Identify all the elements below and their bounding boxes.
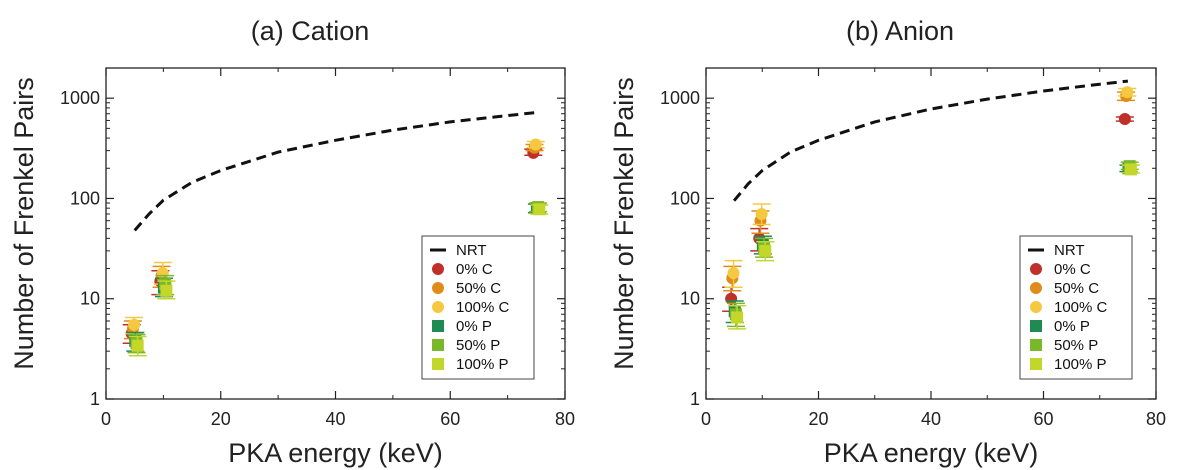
data-point-square (131, 339, 144, 352)
legend-swatch-circle (432, 263, 444, 275)
data-point-square (759, 244, 772, 257)
panel-cation: (a) Cation 0 20 40 60 80 1 10 100 1000 PKA energy … (9, 16, 575, 468)
data-point-square (533, 203, 546, 216)
legend-swatch-square (432, 358, 444, 370)
legend: NRT 0% C 50% C 100% C 0% P 50% P 100% P (1019, 235, 1133, 380)
legend-label: 100% P (1054, 356, 1107, 373)
legend-swatch-square (432, 339, 444, 351)
data-point-circle (1118, 113, 1131, 126)
legend-label: 0% P (456, 318, 492, 335)
legend-swatch-circle (1030, 301, 1042, 313)
x-tick-label: 60 (1033, 409, 1053, 429)
chart-title: (a) Cation (251, 16, 370, 46)
legend-label: 0% P (1054, 318, 1090, 335)
legend-label: 100% C (1054, 299, 1108, 316)
x-axis-label: PKA energy (keV) (228, 438, 443, 468)
data-point-square (1124, 163, 1137, 176)
legend-label: 50% P (456, 337, 500, 354)
data-point-circle (529, 138, 542, 151)
data-point-square (160, 284, 173, 297)
legend-swatch-circle (432, 282, 444, 294)
series-line-nrt (732, 79, 1129, 202)
data-point-square (731, 311, 744, 324)
legend-label: 0% C (1054, 261, 1091, 278)
data-point-circle (727, 267, 740, 280)
legend-swatch-circle (432, 301, 444, 313)
y-axis-label: Number of Frenkel Pairs (609, 77, 639, 370)
data-point-circle (1121, 86, 1134, 99)
panel-anion: (b) Anion 0 20 40 60 80 1 10 100 1000 PKA energy (… (609, 16, 1166, 468)
data-point-circle (755, 207, 768, 220)
legend-label: 50% C (1054, 280, 1099, 297)
legend-swatch-square (1030, 339, 1042, 351)
legend-label: NRT (1054, 242, 1085, 259)
x-tick-label: 40 (921, 409, 941, 429)
y-tick-label: 10 (680, 289, 700, 309)
x-tick-label: 80 (1146, 409, 1166, 429)
x-tick-label: 0 (701, 409, 711, 429)
legend-label: 100% P (456, 356, 509, 373)
chart-title: (b) Anion (846, 16, 954, 46)
x-axis-label: PKA energy (keV) (824, 438, 1039, 468)
x-tick-label: 20 (808, 409, 828, 429)
x-tick-label: 20 (211, 409, 231, 429)
legend-swatch-square (1030, 320, 1042, 332)
data-point-circle (128, 318, 141, 331)
y-axis-label: Number of Frenkel Pairs (9, 77, 39, 370)
x-tick-label: 0 (101, 409, 111, 429)
x-tick-label: 60 (440, 409, 460, 429)
x-tick-label: 40 (325, 409, 345, 429)
legend-label: 50% P (1054, 337, 1098, 354)
data-point-circle (156, 267, 169, 280)
legend-label: 50% C (456, 280, 501, 297)
legend: NRT 0% C 50% C 100% C 0% P 50% P 100% P (421, 235, 535, 380)
legend-swatch-square (432, 320, 444, 332)
y-tick-label: 1000 (660, 88, 700, 108)
y-tick-label: 1 (690, 389, 700, 409)
legend-swatch-circle (1030, 263, 1042, 275)
y-tick-label: 1 (90, 389, 100, 409)
x-tick-label: 80 (555, 409, 575, 429)
legend-label: NRT (456, 242, 487, 259)
y-tick-label: 100 (70, 188, 100, 208)
y-tick-label: 100 (670, 188, 700, 208)
legend-label: 100% C (456, 299, 510, 316)
legend-swatch-circle (1030, 282, 1042, 294)
y-tick-label: 1000 (60, 88, 100, 108)
legend-swatch-square (1030, 358, 1042, 370)
y-tick-label: 10 (80, 289, 100, 309)
legend-label: 0% C (456, 261, 493, 278)
series-line-nrt (133, 111, 537, 232)
